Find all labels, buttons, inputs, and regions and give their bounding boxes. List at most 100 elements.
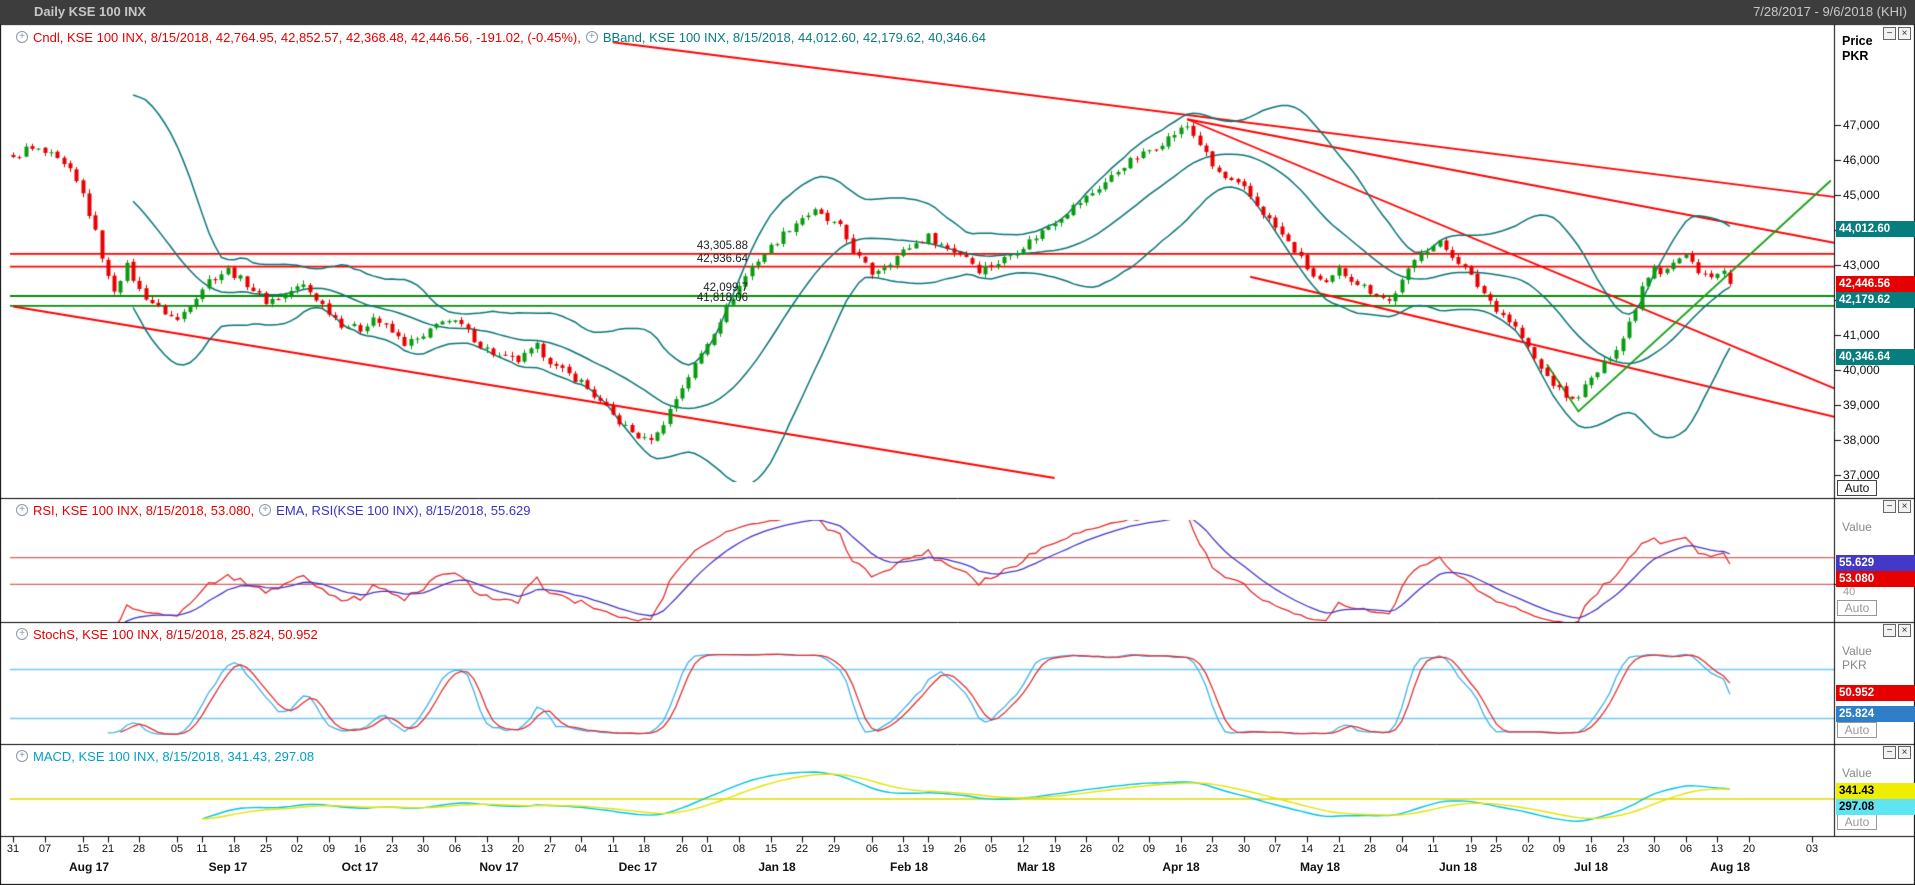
rsi-panel-close-button[interactable]: × [1898,500,1911,513]
date-tick-label: 14 [1300,843,1314,855]
date-tick-label: 20 [1742,843,1756,855]
month-label: Jun 18 [1438,860,1477,874]
date-tick-label: 13 [1710,843,1724,855]
date-tick-label: 27 [543,843,557,855]
month-label: Jul 18 [1573,860,1609,874]
stoch-value-label: Value [1842,644,1872,658]
date-tick-label: 03 [1805,843,1819,855]
legend-collapse-icon[interactable]: + [16,31,28,43]
stoch-panel-close-button[interactable]: × [1898,624,1911,637]
month-label: May 18 [1299,860,1341,874]
date-tick-label: 09 [322,843,336,855]
legend-collapse-icon[interactable]: + [16,504,28,516]
macd-panel-minimize-button[interactable]: − [1883,746,1896,759]
date-tick-label: 09 [1142,843,1156,855]
date-tick-label: 06 [448,843,462,855]
stoch-auto-scale-button[interactable]: Auto [1837,722,1877,738]
month-label: Sep 17 [208,860,248,874]
macd-value-label: Value [1842,766,1872,780]
price-axis-title: Price PKR [1842,34,1873,63]
date-tick-label: 15 [76,843,90,855]
date-tick-label: 04 [574,843,588,855]
window-title: Daily KSE 100 INX [34,4,146,19]
date-tick-label: 29 [827,843,841,855]
date-tick-label: 28 [132,843,146,855]
bband-legend-text: BBand, KSE 100 INX, 8/15/2018, 44,012.60… [602,29,986,45]
main-panel-close-button[interactable]: × [1898,27,1911,40]
date-tick-label: 16 [1584,843,1598,855]
date-tick-label: 25 [259,843,273,855]
date-tick-label: 30 [416,843,430,855]
legend-collapse-icon[interactable]: + [585,31,598,43]
date-tick-label: 07 [1268,843,1282,855]
titlebar: Daily KSE 100 INX 7/28/2017 - 9/6/2018 (… [0,0,1915,24]
date-tick-label: 02 [290,843,304,855]
date-tick-label: 21 [101,843,115,855]
axis-value-box: 53.080 [1836,571,1915,588]
date-tick-label: 23 [1205,843,1219,855]
month-label: Nov 17 [479,860,519,874]
date-tick-label: 21 [1332,843,1346,855]
date-tick-label: 23 [1616,843,1630,855]
macd-auto-scale-button[interactable]: Auto [1837,814,1877,830]
date-tick-label: 18 [637,843,651,855]
date-tick-label: 06 [865,843,879,855]
rsi-scale-label: 40 [1843,586,1856,599]
rsi-auto-scale-button[interactable]: Auto [1837,600,1877,616]
legend-collapse-icon[interactable]: + [16,628,28,640]
date-tick-label: 23 [385,843,399,855]
date-tick-label: 30 [1237,843,1251,855]
month-label: Aug 18 [1709,860,1750,874]
date-tick-label: 11 [196,843,208,855]
date-tick-label: 04 [1395,843,1409,855]
macd-panel-close-button[interactable]: × [1898,746,1911,759]
stoch-panel-minimize-button[interactable]: − [1883,624,1896,637]
date-tick-label: 12 [1016,843,1030,855]
date-tick-label: 02 [1111,843,1125,855]
date-tick-label: 15 [764,843,778,855]
stoch-legend: + StochS, KSE 100 INX, 8/15/2018, 25.824… [16,626,318,642]
legend-collapse-icon[interactable]: + [16,750,28,762]
date-tick-label: 16 [1174,843,1188,855]
price-tick-label: 40,000 [1843,363,1880,377]
main-auto-scale-button[interactable]: Auto [1837,480,1877,496]
date-tick-label: 19 [921,843,935,855]
month-label: Feb 18 [889,860,928,874]
date-tick-label: 08 [732,843,746,855]
month-label: Jan 18 [758,860,796,874]
date-tick-label: 26 [1079,843,1093,855]
rsi-legend-text: RSI, KSE 100 INX, 8/15/2018, 53.080, [33,502,255,518]
sr-line-label: 43,305.88 [696,239,748,252]
date-tick-label: 01 [700,843,714,855]
date-tick-label: 18 [227,843,241,855]
date-tick-label: 05 [170,843,184,855]
date-tick-label: 11 [1427,843,1439,855]
candle-legend-text: Cndl, KSE 100 INX, 8/15/2018, 42,764.95,… [33,29,581,45]
axis-value-box: 42,446.56 [1836,275,1915,292]
date-tick-label: 07 [38,843,52,855]
macd-legend-text: MACD, KSE 100 INX, 8/15/2018, 341.43, 29… [33,748,315,764]
macd-legend: + MACD, KSE 100 INX, 8/15/2018, 341.43, … [16,748,314,764]
price-tick-label: 37,000 [1843,468,1880,482]
legend-collapse-icon[interactable]: + [259,504,272,516]
date-tick-label: 25 [1489,843,1503,855]
main-panel-minimize-button[interactable]: − [1883,27,1896,40]
date-tick-label: 20 [511,843,525,855]
month-label: Oct 17 [341,860,379,874]
date-tick-label: 28 [1363,843,1377,855]
date-tick-label: 02 [1521,843,1535,855]
rsi-panel-minimize-button[interactable]: − [1883,500,1896,513]
axis-value-box: 55.629 [1836,555,1915,572]
date-tick-label: 31 [6,843,20,855]
sr-line-label: 42,936.64 [696,252,748,265]
price-tick-label: 41,000 [1843,328,1880,342]
axis-value-box: 42,179.62 [1836,291,1915,308]
stoch-currency-label: PKR [1842,658,1867,672]
price-tick-label: 47,000 [1843,118,1880,132]
date-tick-label: 26 [953,843,967,855]
month-label: Aug 17 [68,860,109,874]
month-label: Dec 17 [618,860,658,874]
rsi-ema-legend-text: EMA, RSI(KSE 100 INX), 8/15/2018, 55.629 [276,502,531,518]
